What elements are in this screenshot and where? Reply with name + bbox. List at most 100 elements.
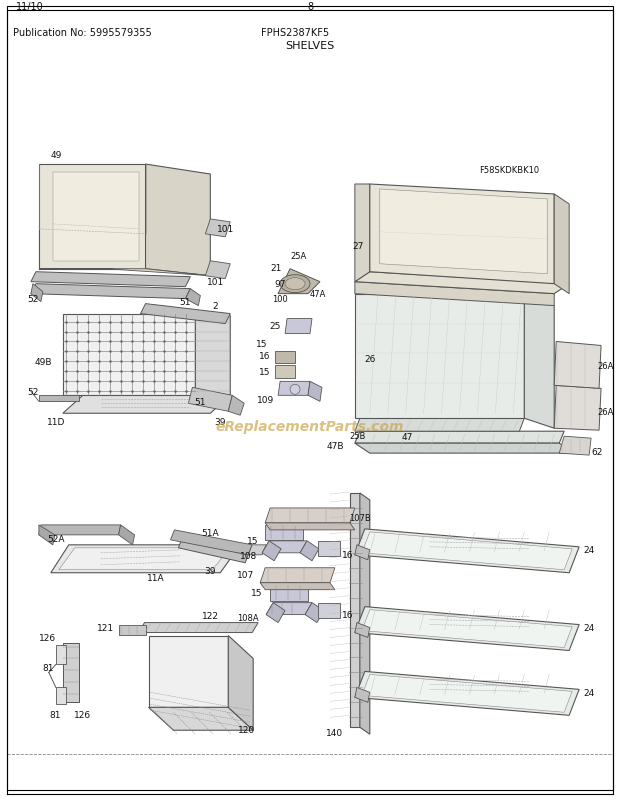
Text: 51A: 51A bbox=[202, 529, 219, 537]
Polygon shape bbox=[525, 294, 554, 429]
Polygon shape bbox=[260, 568, 335, 583]
Polygon shape bbox=[265, 525, 303, 541]
Polygon shape bbox=[308, 382, 322, 402]
Text: 81: 81 bbox=[42, 663, 53, 672]
Text: 109: 109 bbox=[257, 395, 274, 404]
Polygon shape bbox=[559, 436, 591, 456]
Polygon shape bbox=[355, 184, 370, 282]
Circle shape bbox=[290, 385, 300, 395]
Polygon shape bbox=[31, 273, 190, 287]
Text: 108: 108 bbox=[239, 552, 257, 561]
Polygon shape bbox=[228, 396, 244, 415]
Polygon shape bbox=[370, 184, 554, 285]
Text: 11/10: 11/10 bbox=[17, 2, 44, 12]
Polygon shape bbox=[141, 304, 230, 324]
Polygon shape bbox=[63, 396, 230, 414]
Text: FPHS2387KF5: FPHS2387KF5 bbox=[260, 28, 329, 38]
Text: 2: 2 bbox=[213, 302, 218, 310]
Text: 51: 51 bbox=[180, 298, 191, 306]
Text: F58SKDKBK10: F58SKDKBK10 bbox=[479, 165, 539, 174]
Polygon shape bbox=[170, 530, 252, 555]
Text: 26A: 26A bbox=[598, 407, 614, 416]
Polygon shape bbox=[63, 314, 195, 396]
Text: 11D: 11D bbox=[46, 417, 65, 426]
Text: 108A: 108A bbox=[237, 614, 259, 622]
Text: 16: 16 bbox=[342, 551, 353, 560]
Polygon shape bbox=[179, 541, 248, 563]
Text: 101: 101 bbox=[206, 277, 224, 287]
Polygon shape bbox=[51, 545, 240, 573]
Polygon shape bbox=[39, 269, 210, 277]
Text: 107B: 107B bbox=[349, 514, 371, 523]
Polygon shape bbox=[355, 545, 370, 560]
Polygon shape bbox=[355, 444, 574, 454]
Text: 52A: 52A bbox=[47, 535, 64, 544]
Polygon shape bbox=[362, 533, 572, 570]
Polygon shape bbox=[265, 508, 355, 523]
Text: 39: 39 bbox=[215, 417, 226, 426]
Polygon shape bbox=[350, 493, 360, 727]
Polygon shape bbox=[39, 525, 55, 545]
Polygon shape bbox=[318, 603, 340, 618]
Text: 51: 51 bbox=[195, 397, 206, 407]
Polygon shape bbox=[195, 314, 230, 396]
Polygon shape bbox=[56, 687, 66, 704]
Text: 25B: 25B bbox=[350, 431, 366, 440]
Polygon shape bbox=[185, 290, 200, 306]
Text: 121: 121 bbox=[97, 623, 114, 632]
Polygon shape bbox=[138, 623, 258, 633]
Ellipse shape bbox=[280, 275, 310, 294]
Text: 47A: 47A bbox=[310, 290, 326, 299]
Polygon shape bbox=[39, 165, 146, 269]
Polygon shape bbox=[275, 366, 295, 379]
Polygon shape bbox=[355, 607, 579, 650]
Text: 52: 52 bbox=[27, 295, 38, 304]
Text: 21: 21 bbox=[270, 264, 282, 273]
Text: 25: 25 bbox=[270, 322, 281, 330]
Text: 49: 49 bbox=[50, 151, 61, 160]
Text: 49B: 49B bbox=[34, 358, 51, 367]
Polygon shape bbox=[362, 610, 572, 648]
Text: 120: 120 bbox=[237, 725, 255, 734]
Polygon shape bbox=[355, 623, 370, 638]
Polygon shape bbox=[360, 493, 370, 735]
Polygon shape bbox=[149, 636, 228, 707]
Text: 15: 15 bbox=[247, 537, 259, 545]
Text: SHELVES: SHELVES bbox=[285, 41, 335, 51]
Polygon shape bbox=[554, 342, 601, 389]
Text: 15: 15 bbox=[252, 589, 263, 597]
Polygon shape bbox=[146, 165, 210, 277]
Polygon shape bbox=[355, 273, 569, 294]
Polygon shape bbox=[31, 285, 190, 299]
Text: eReplacementParts.com: eReplacementParts.com bbox=[216, 419, 404, 433]
Polygon shape bbox=[380, 190, 547, 274]
Polygon shape bbox=[285, 319, 312, 334]
Polygon shape bbox=[118, 525, 135, 545]
Polygon shape bbox=[278, 382, 310, 396]
Text: Publication No: 5995579355: Publication No: 5995579355 bbox=[14, 28, 152, 38]
Text: 101: 101 bbox=[216, 225, 234, 234]
Text: 8: 8 bbox=[307, 2, 313, 12]
Text: 126: 126 bbox=[74, 710, 91, 719]
Polygon shape bbox=[56, 645, 66, 665]
Polygon shape bbox=[554, 195, 569, 294]
Text: 97: 97 bbox=[274, 280, 286, 289]
Text: 52: 52 bbox=[27, 387, 38, 396]
Polygon shape bbox=[118, 625, 146, 634]
Text: 100: 100 bbox=[272, 295, 288, 304]
Polygon shape bbox=[205, 261, 230, 279]
Polygon shape bbox=[63, 642, 79, 703]
Text: 24: 24 bbox=[583, 688, 595, 697]
Text: 24: 24 bbox=[583, 545, 595, 555]
Text: 81: 81 bbox=[49, 710, 61, 719]
Polygon shape bbox=[355, 431, 564, 444]
Text: 11A: 11A bbox=[147, 573, 164, 582]
Text: 27: 27 bbox=[352, 242, 363, 251]
Polygon shape bbox=[270, 585, 308, 601]
Polygon shape bbox=[59, 548, 230, 570]
Text: 15: 15 bbox=[257, 339, 268, 349]
Polygon shape bbox=[149, 707, 253, 731]
Text: 107: 107 bbox=[237, 570, 254, 580]
Polygon shape bbox=[355, 294, 525, 419]
Polygon shape bbox=[278, 269, 320, 294]
